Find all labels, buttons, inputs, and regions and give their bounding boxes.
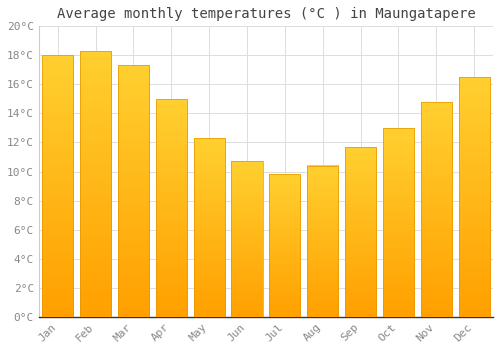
Bar [421,102,452,317]
Bar [118,65,149,317]
Bar [383,128,414,317]
Bar [307,166,338,317]
Bar [42,55,74,317]
Bar [270,174,300,317]
Bar [232,161,262,317]
Bar [194,138,224,317]
Bar [345,147,376,317]
Title: Average monthly temperatures (°C ) in Maungatapere: Average monthly temperatures (°C ) in Ma… [56,7,476,21]
Bar [156,99,187,317]
Bar [458,77,490,317]
Bar [80,51,111,317]
